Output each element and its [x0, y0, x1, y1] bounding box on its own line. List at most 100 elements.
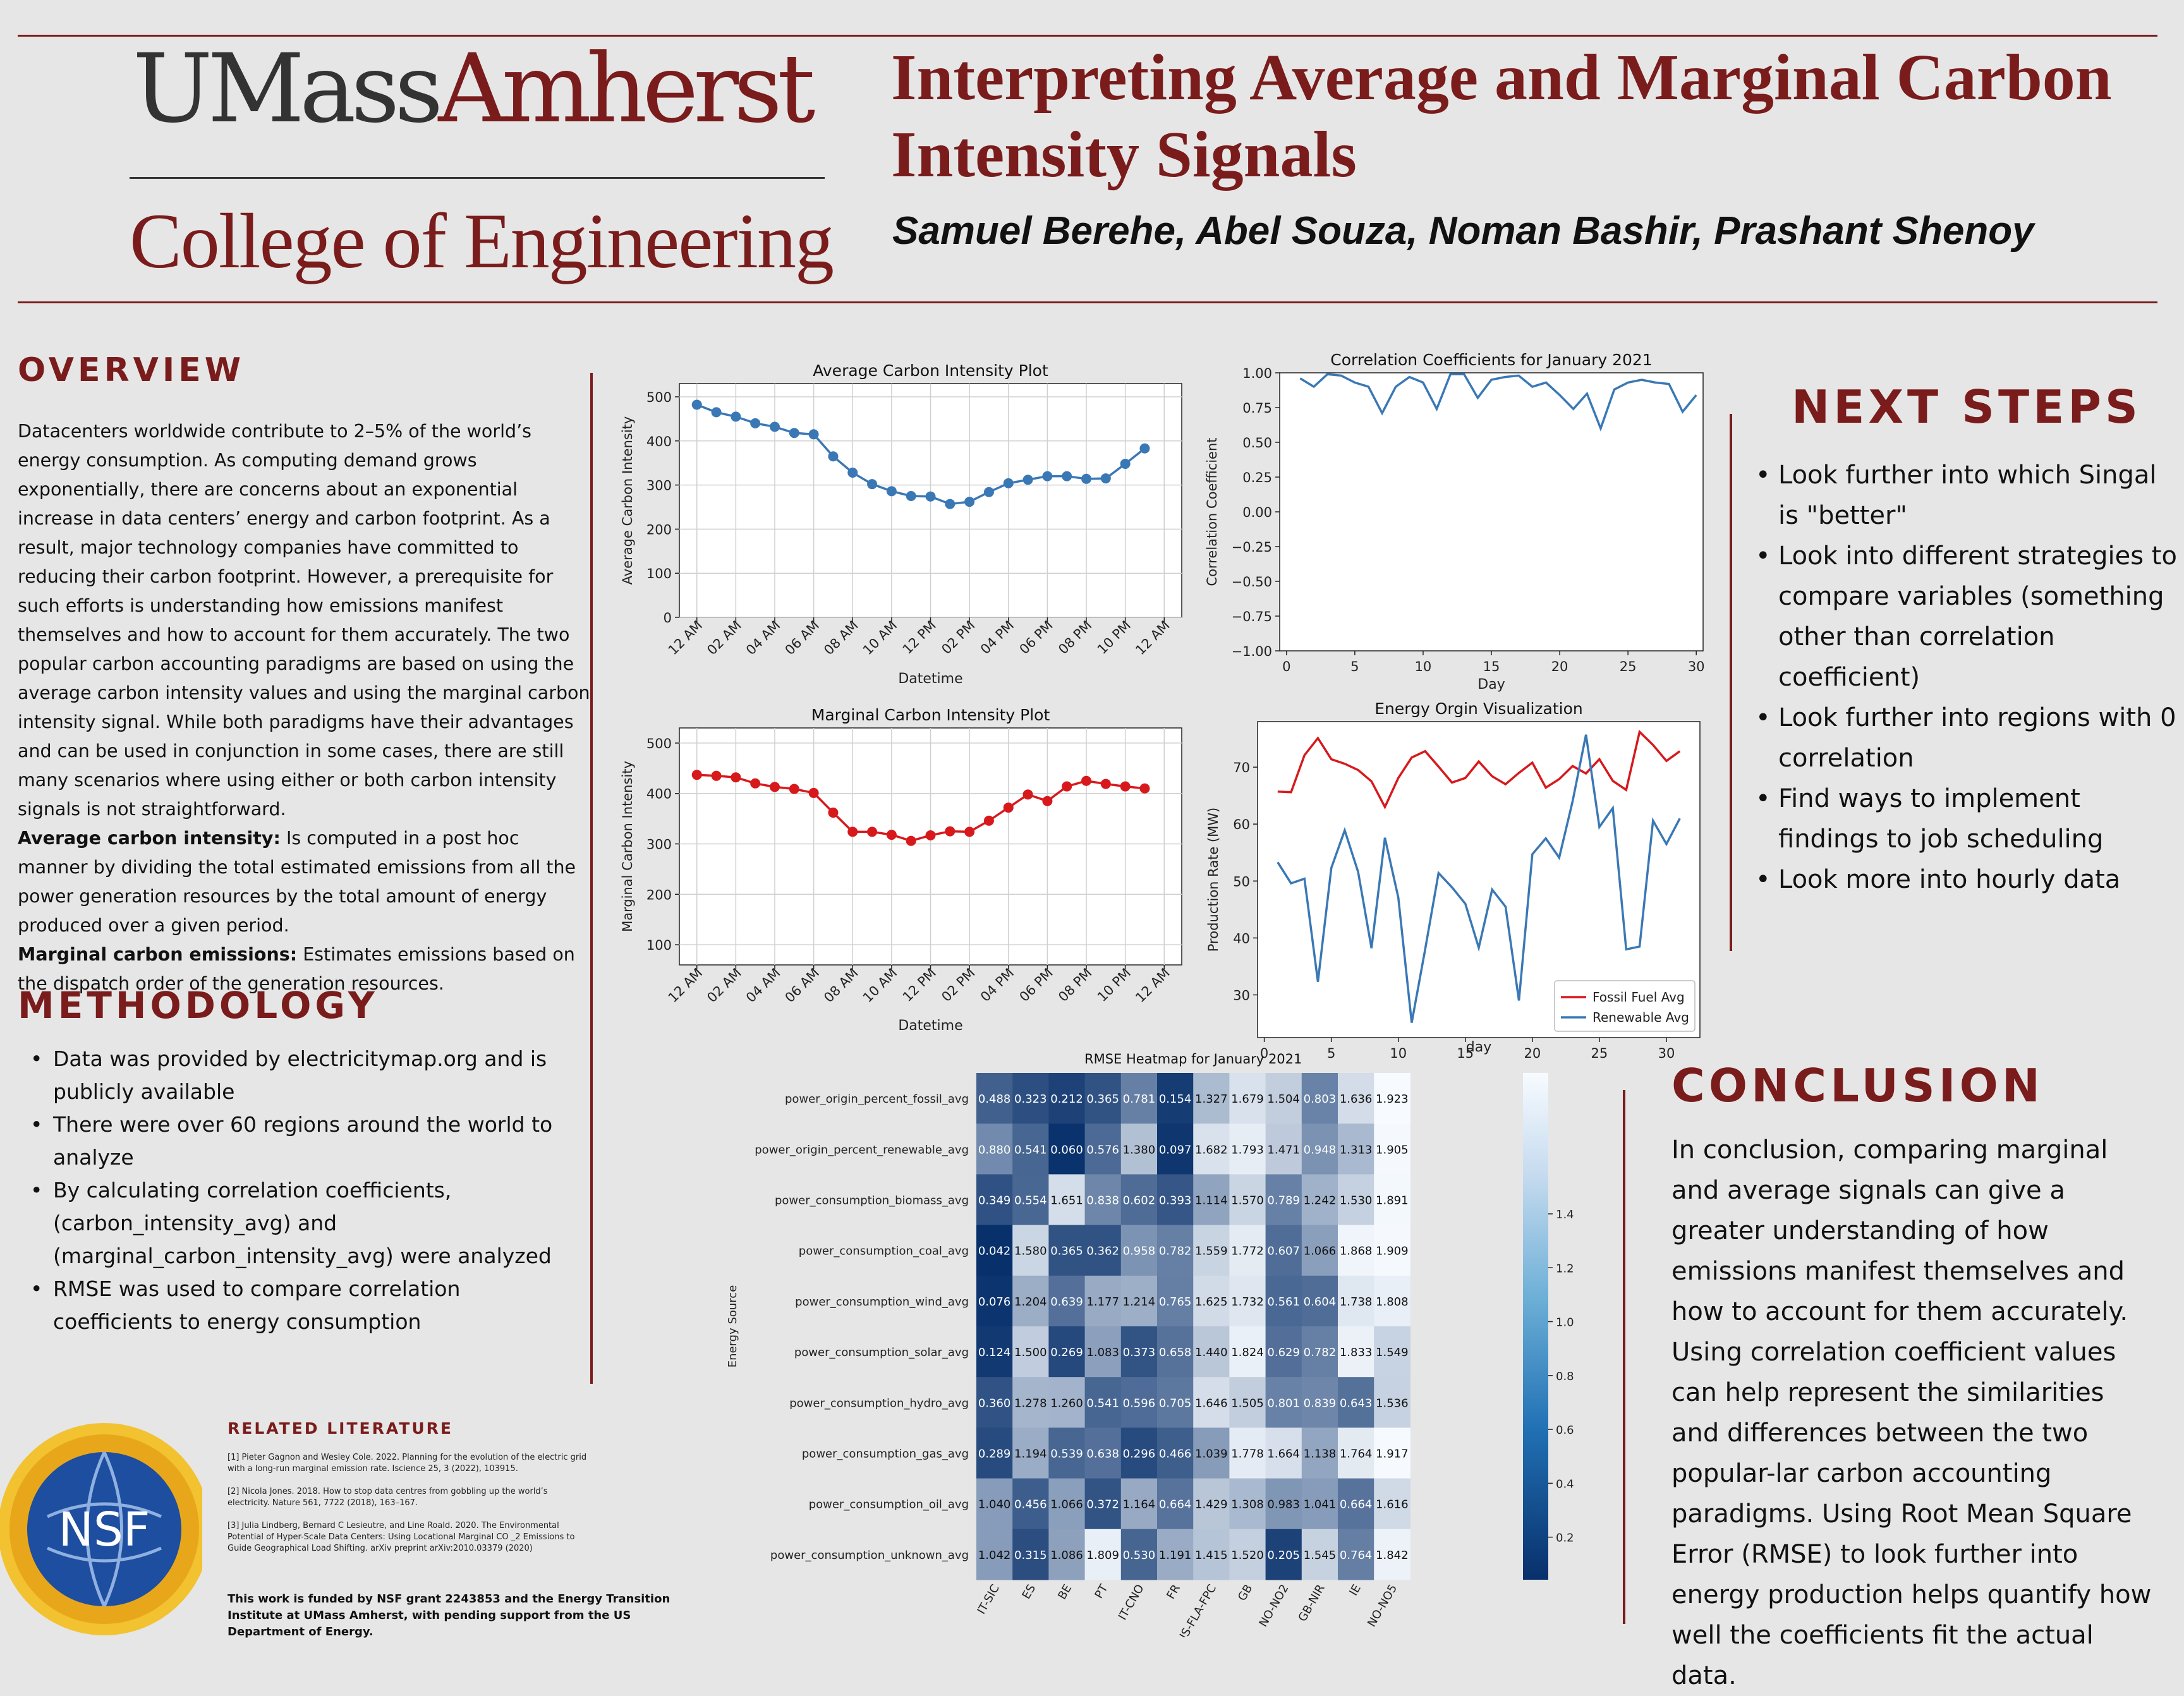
heatmap-cell-value: 0.604 [1304, 1295, 1337, 1309]
x-tick-label: 12 AM [1132, 618, 1173, 658]
heatmap-cell [1229, 1225, 1266, 1276]
x-tick-label: 08 PM [1055, 966, 1095, 1005]
average-carbon-intensity-chart: Average Carbon Intensity Plot 0 100 200 300 4… [620, 361, 1182, 687]
heatmap-cell-value: 1.204 [1014, 1295, 1047, 1309]
data-point [691, 399, 702, 410]
heatmap-cell [1229, 1478, 1266, 1530]
avg-intensity-text: Is computed in a post hoc manner by divi… [18, 828, 576, 936]
nsf-logo-text: NSF [59, 1503, 150, 1557]
heatmap-cell-value: 1.260 [1050, 1396, 1083, 1410]
heatmap-cell [1012, 1529, 1049, 1580]
heatmap-column-label: BE [1055, 1582, 1074, 1602]
x-tick-label: 15 [1483, 659, 1500, 674]
heatmap-cell-value: 1.651 [1050, 1194, 1083, 1208]
data-point [1100, 778, 1111, 789]
x-axis-label: Day [1477, 677, 1505, 693]
heatmap-cell-value: 1.917 [1376, 1448, 1409, 1461]
y-tick-label: 50 [1233, 874, 1250, 889]
heatmap-cell-value: 1.646 [1195, 1396, 1228, 1410]
heatmap-cell-value: 0.629 [1267, 1346, 1300, 1359]
heatmap-cell [1157, 1073, 1194, 1124]
heatmap-cell-value: 1.636 [1340, 1093, 1373, 1106]
heatmap-cell [1048, 1124, 1086, 1175]
x-tick-label: 06 AM [782, 618, 823, 658]
heatmap-cell [1084, 1073, 1122, 1124]
y-axis-label: Average Carbon Intensity [620, 416, 635, 585]
data-point [1139, 443, 1150, 454]
heatmap-cell [1084, 1225, 1122, 1276]
data-point [769, 421, 780, 432]
data-point [867, 827, 878, 837]
heatmap-cell [1048, 1073, 1086, 1124]
heatmap-cell-value: 1.041 [1304, 1498, 1337, 1511]
heatmap-cell-value: 1.164 [1123, 1498, 1156, 1511]
heatmap-cell [1084, 1529, 1122, 1580]
heatmap-cell [1084, 1124, 1122, 1175]
heatmap-column-label: GB [1235, 1582, 1255, 1603]
heatmap-cell [1193, 1377, 1230, 1428]
heatmap-cell [1120, 1124, 1158, 1175]
x-tick-label: 06 PM [1017, 618, 1056, 657]
heatmap-cell-value: 1.520 [1231, 1549, 1264, 1562]
heatmap-cell [1193, 1275, 1230, 1327]
x-tick-label: 15 [1457, 1046, 1474, 1061]
heatmap-cell [1120, 1427, 1158, 1479]
data-point [983, 487, 994, 497]
heatmap-cell [1120, 1174, 1158, 1226]
heatmap-cell-value: 1.191 [1159, 1549, 1192, 1562]
series-line [1299, 373, 1697, 432]
y-tick-label: 1.00 [1242, 366, 1272, 381]
heatmap-cell-value: 1.679 [1231, 1093, 1264, 1106]
heatmap-cell [1048, 1275, 1086, 1327]
heatmap-cell-value: 1.415 [1195, 1549, 1228, 1562]
heatmap-cell [1229, 1124, 1266, 1175]
heatmap-cell [976, 1427, 1013, 1479]
heatmap-cell [1012, 1073, 1049, 1124]
heatmap-cell [1338, 1225, 1374, 1276]
heatmap-cell [1338, 1377, 1374, 1428]
heatmap-cell-value: 1.824 [1231, 1346, 1264, 1359]
x-tick-label: 08 PM [1055, 618, 1095, 657]
colorbar [1523, 1073, 1548, 1580]
methodology-item: By calculating correlation coefficients,… [19, 1174, 569, 1273]
heatmap-cell [1229, 1073, 1266, 1124]
y-tick-label: 0.75 [1242, 401, 1272, 416]
heatmap-cell-value: 1.308 [1231, 1498, 1264, 1511]
x-tick-label: 02 AM [704, 618, 744, 658]
heatmap-cell [1012, 1478, 1049, 1530]
heatmap-cell [1265, 1326, 1302, 1378]
heatmap-cell [1084, 1174, 1122, 1226]
heatmap-cell [1157, 1275, 1194, 1327]
heatmap-cell [1374, 1225, 1410, 1276]
x-tick-label: 02 PM [938, 618, 978, 657]
x-tick-label: 5 [1350, 659, 1359, 674]
data-point [983, 815, 994, 826]
data-point [1042, 796, 1053, 806]
heatmap-row-label: power_consumption_unknown_avg [770, 1549, 969, 1562]
heatmap-cell-value: 0.664 [1159, 1498, 1192, 1511]
heatmap-cell-value: 0.466 [1159, 1448, 1192, 1461]
heatmap-cell [1193, 1124, 1230, 1175]
data-point [691, 770, 702, 780]
data-point [711, 770, 722, 781]
y-tick-label: −0.50 [1232, 574, 1272, 590]
heatmap-cell-value: 1.664 [1267, 1448, 1300, 1461]
y-axis-label: Marginal Carbon Intensity [620, 761, 635, 932]
x-tick-label: 04 AM [743, 618, 784, 658]
y-tick-label: −1.00 [1232, 644, 1272, 659]
data-point [906, 491, 916, 502]
y-tick-label: −0.25 [1232, 540, 1272, 555]
data-point [711, 407, 722, 418]
heatmap-cell [1084, 1427, 1122, 1479]
heatmap-cell [1374, 1377, 1410, 1428]
heatmap-cell-value: 1.530 [1340, 1194, 1373, 1208]
y-tick-label: −0.75 [1232, 609, 1272, 624]
heatmap-cell [976, 1225, 1013, 1276]
data-point [789, 784, 799, 794]
heatmap-cell-value: 0.639 [1050, 1295, 1083, 1309]
data-point [1139, 783, 1150, 794]
overview-paragraph: Datacenters worldwide contribute to 2–5%… [18, 421, 590, 820]
heatmap-cell-value: 0.765 [1159, 1295, 1192, 1309]
heatmap-cell-value: 1.429 [1195, 1498, 1228, 1511]
x-tick-label: 20 [1524, 1046, 1541, 1061]
